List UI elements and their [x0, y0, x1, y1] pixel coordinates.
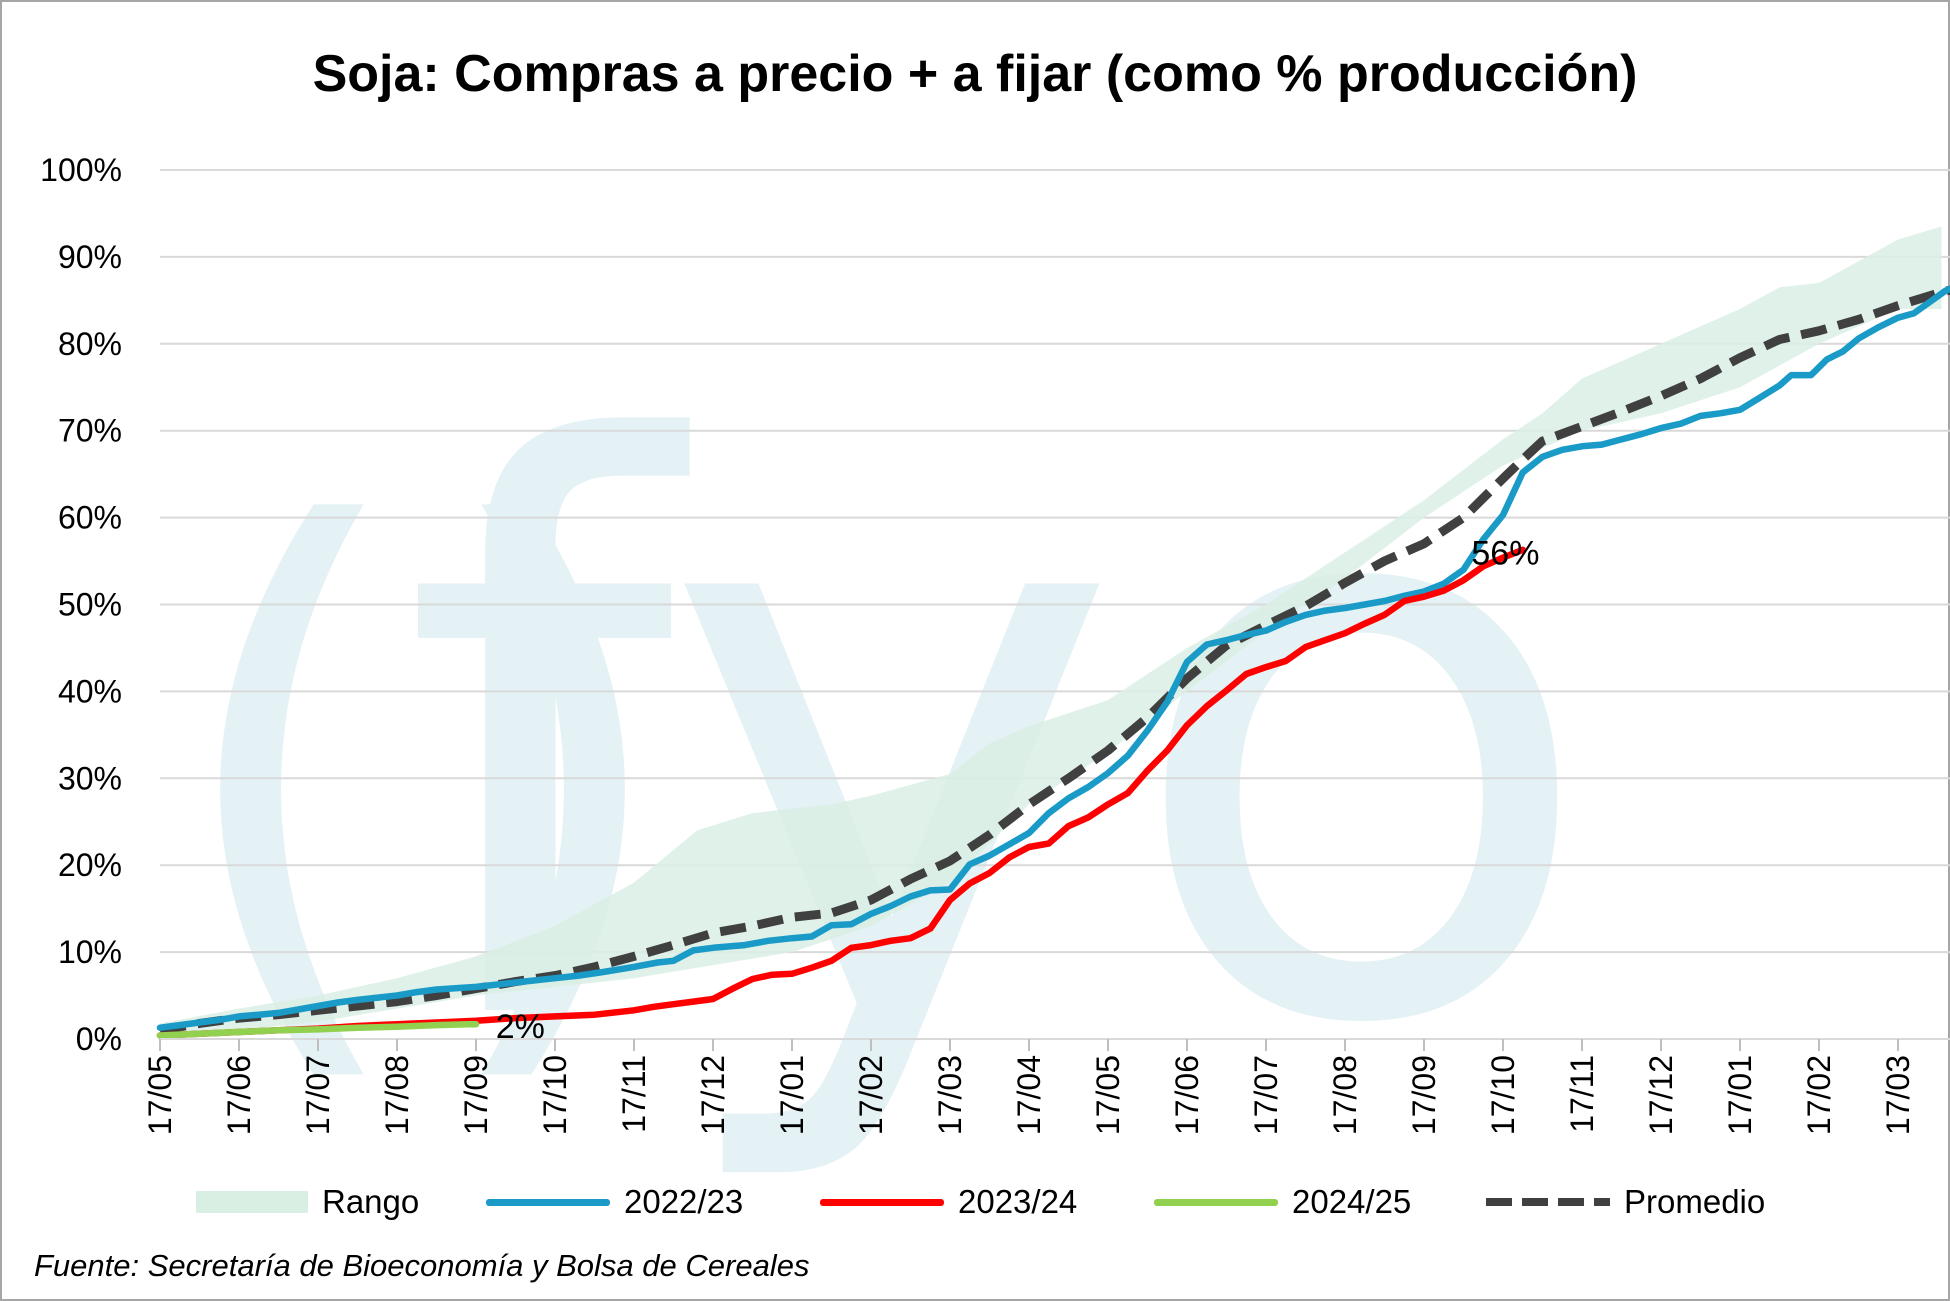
- x-tick-label: 17/05: [142, 1055, 178, 1135]
- x-tick-label: 17/12: [695, 1055, 731, 1135]
- legend-item-2024-25: 2024/25: [1154, 1180, 1411, 1224]
- data-label: 2%: [496, 1008, 545, 1046]
- annotations: 56% 2%: [496, 534, 1540, 1046]
- x-tick-label: 17/07: [300, 1055, 336, 1135]
- legend-label-2023-24: 2023/24: [958, 1183, 1078, 1220]
- legend-swatch-2023-24: [820, 1198, 944, 1206]
- x-tick-label: 17/08: [379, 1055, 415, 1135]
- y-tick-label: 30%: [58, 760, 122, 796]
- y-tick-label: 10%: [58, 934, 122, 970]
- y-tick-label: 100%: [40, 152, 122, 188]
- legend-item-2023-24: 2023/24: [820, 1180, 1077, 1224]
- y-tick-label: 70%: [58, 413, 122, 449]
- y-tick-label: 90%: [58, 239, 122, 275]
- x-tick-label: 17/03: [932, 1055, 968, 1135]
- x-tick-label: 17/09: [1406, 1055, 1442, 1135]
- legend-swatch-2024-25: [1154, 1198, 1278, 1206]
- x-tick-label: 17/11: [616, 1055, 652, 1133]
- series-line-2023-24: [156, 546, 1527, 1039]
- x-tick-label: 17/04: [1011, 1055, 1047, 1135]
- y-tick-label: 80%: [58, 326, 122, 362]
- legend-item-promedio: Promedio: [1486, 1180, 1765, 1224]
- y-tick-label: 20%: [58, 847, 122, 883]
- legend-swatch-range: [196, 1191, 308, 1213]
- x-tick-label: 17/05: [1090, 1055, 1126, 1135]
- series-layer: [156, 285, 1950, 1039]
- legend-swatch-promedio: [1486, 1198, 1610, 1206]
- legend-item-range: Rango: [196, 1180, 419, 1224]
- y-tick-label: 50%: [58, 587, 122, 623]
- legend-item-2022-23: 2022/23: [486, 1180, 743, 1224]
- legend-swatch-2022-23: [486, 1198, 610, 1206]
- x-tick-label: 17/02: [1801, 1055, 1837, 1135]
- x-tick-label: 17/09: [458, 1055, 494, 1135]
- legend-label-2022-23: 2022/23: [624, 1183, 744, 1220]
- x-tick-label: 17/12: [1643, 1055, 1679, 1135]
- x-tick-label: 17/01: [774, 1055, 810, 1135]
- x-tick-label: 17/02: [853, 1055, 889, 1135]
- legend-label-promedio: Promedio: [1624, 1183, 1766, 1220]
- y-axis-ticks: 0% 10% 20% 30% 40% 50% 60% 70% 80% 90% 100%: [40, 152, 122, 1057]
- legend-label-range: Rango: [322, 1183, 420, 1220]
- y-tick-label: 40%: [58, 673, 122, 709]
- range-band: [160, 226, 1942, 1035]
- chart-title: Soja: Compras a precio + a fijar (como %…: [312, 45, 1638, 103]
- x-tick-label: 17/03: [1880, 1055, 1916, 1135]
- legend: Rango 2022/23 2023/24 2024/25 Promedio: [0, 1180, 1950, 1224]
- x-axis: 17/05 17/06 17/07 17/08 17/09 17/10 17/11 17/12…: [142, 1038, 1950, 1135]
- x-tick-label: 17/06: [1169, 1055, 1205, 1135]
- watermark-paren-right: ): [430, 396, 680, 1141]
- data-label: 56%: [1471, 534, 1539, 572]
- x-tick-label: 17/06: [221, 1055, 257, 1135]
- x-tick-label: 17/10: [537, 1055, 573, 1135]
- y-tick-label: 60%: [58, 500, 122, 536]
- x-tick-label: 17/10: [1485, 1055, 1521, 1135]
- legend-label-2024-25: 2024/25: [1292, 1183, 1412, 1220]
- x-tick-label: 17/07: [1248, 1055, 1284, 1135]
- series-line-2022-23: [156, 285, 1950, 1031]
- x-tick-label: 17/01: [1722, 1055, 1758, 1135]
- y-tick-label: 0%: [76, 1021, 122, 1057]
- series-line-2024-25: [156, 1020, 480, 1039]
- source-note: Fuente: Secretaría de Bioeconomía y Bols…: [34, 1248, 810, 1283]
- x-tick-label: 17/08: [1327, 1055, 1363, 1135]
- x-tick-label: 17/11: [1564, 1055, 1600, 1133]
- range-layer: [160, 226, 1942, 1035]
